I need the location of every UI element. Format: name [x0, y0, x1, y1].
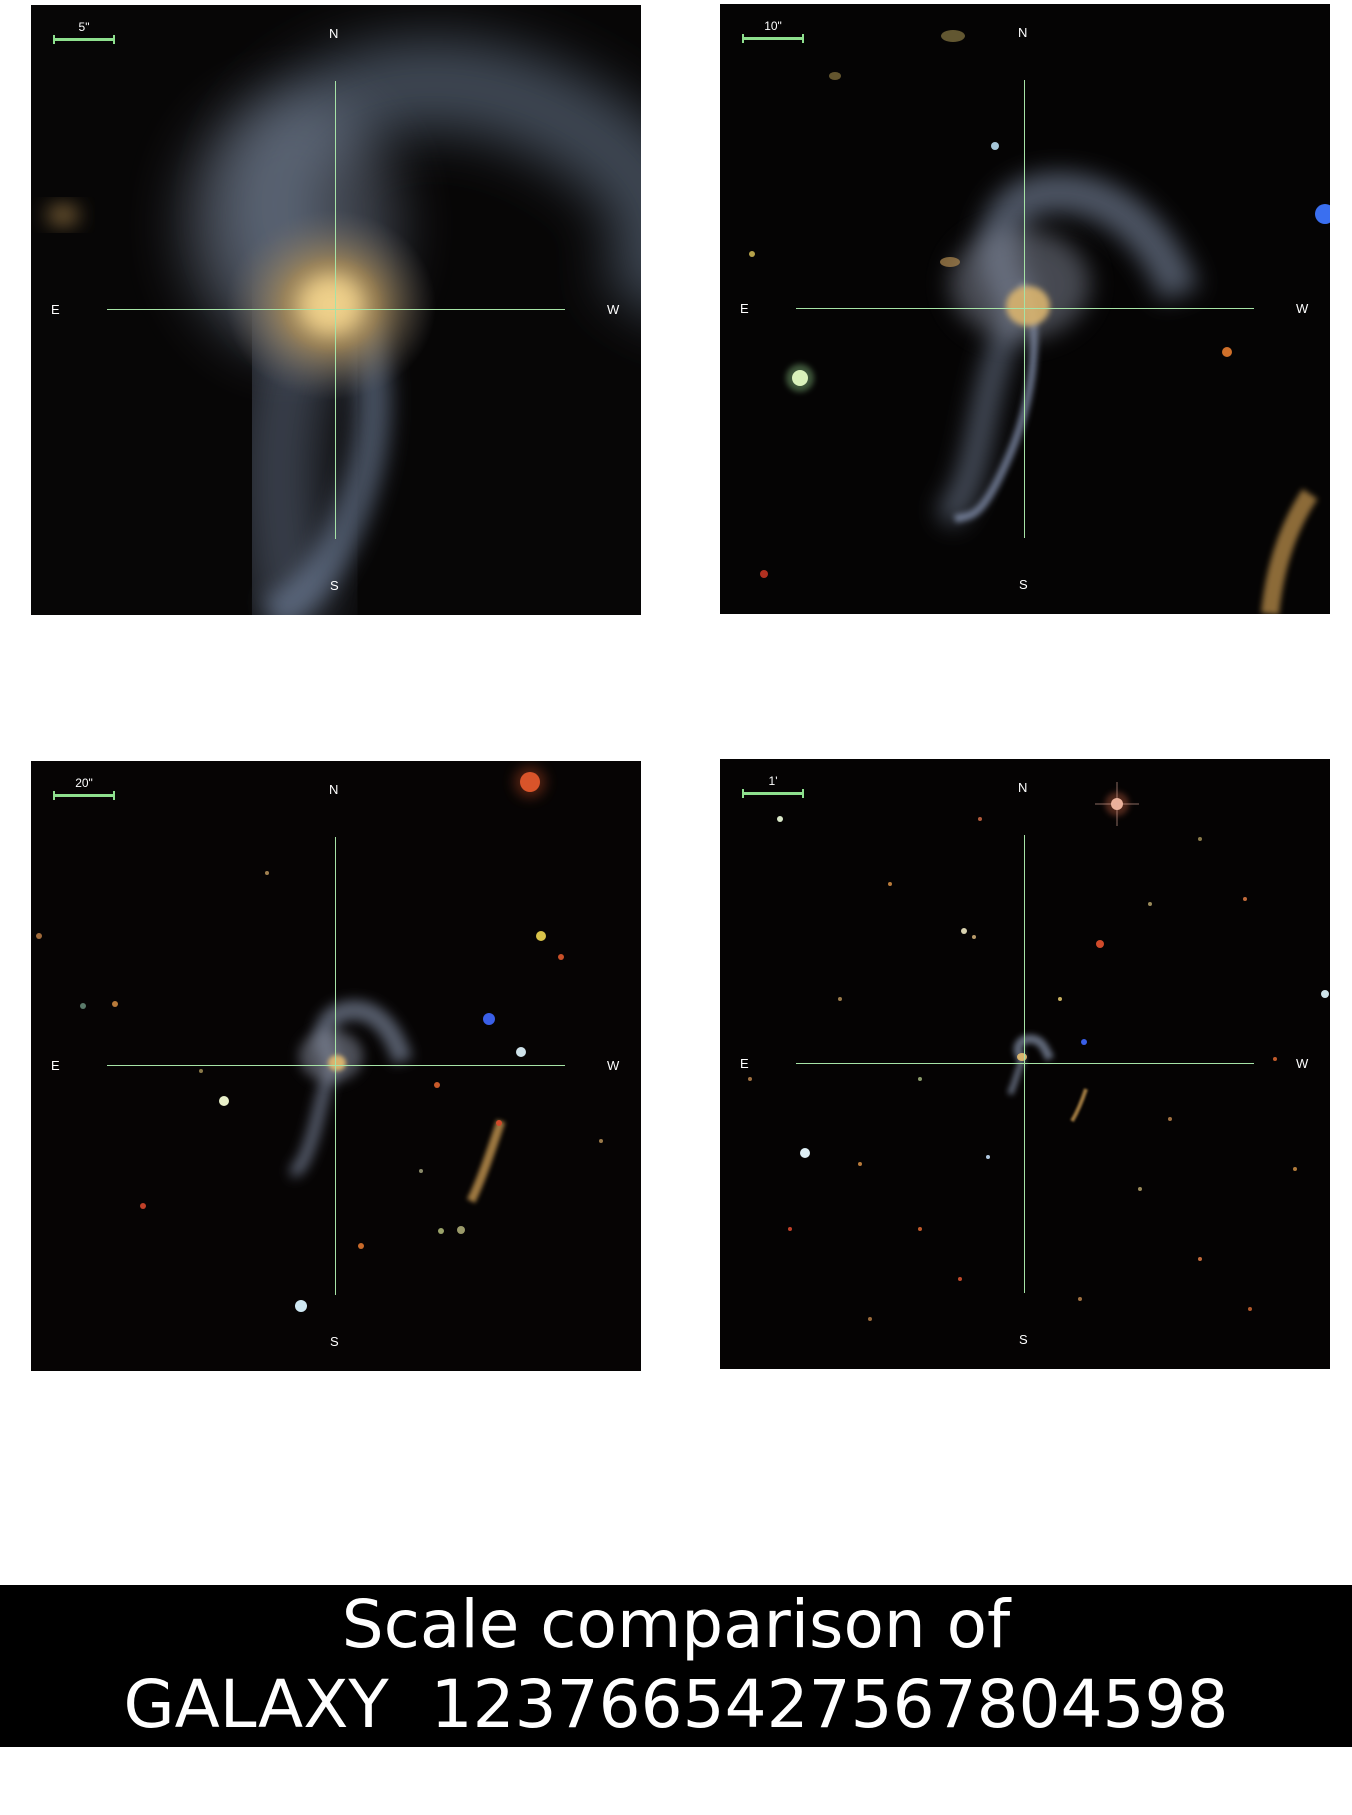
- scale-bar: 1': [742, 774, 804, 798]
- galaxy-image-panel-10arcsec: N S E W 10": [720, 4, 1330, 614]
- compass-east-label: E: [51, 302, 60, 317]
- scale-bar-line: [742, 34, 804, 43]
- crosshair-horizontal: [107, 309, 565, 310]
- scale-bar-label: 20": [75, 776, 93, 790]
- compass-north-label: N: [329, 782, 339, 797]
- galaxy-sky-image: [31, 5, 641, 615]
- scale-bar-line: [53, 35, 115, 44]
- compass-south-label: S: [1019, 577, 1028, 592]
- crosshair-vertical: [335, 81, 336, 539]
- compass-north-label: N: [1018, 25, 1028, 40]
- compass-west-label: W: [1296, 301, 1309, 316]
- compass-west-label: W: [607, 302, 620, 317]
- crosshair-vertical: [1024, 835, 1025, 1293]
- compass-north-label: N: [1018, 780, 1028, 795]
- compass-south-label: S: [330, 1334, 339, 1349]
- crosshair-horizontal: [796, 308, 1254, 309]
- scale-bar: 20": [53, 776, 115, 800]
- compass-north-label: N: [329, 26, 339, 41]
- compass-east-label: E: [51, 1058, 60, 1073]
- scale-bar-label: 5": [78, 20, 90, 34]
- galaxy-sky-image: [31, 761, 641, 1371]
- galaxy-image-panel-5arcsec: N S E W 5": [31, 5, 641, 615]
- compass-south-label: S: [1019, 1332, 1028, 1347]
- caption-banner: Scale comparison of GALAXY 1237665427567…: [0, 1585, 1352, 1747]
- crosshair-vertical: [335, 837, 336, 1295]
- compass-south-label: S: [330, 578, 339, 593]
- scale-bar: 5": [53, 20, 115, 44]
- compass-east-label: E: [740, 1056, 749, 1071]
- galaxy-image-panel-20arcsec: N S E W 20": [31, 761, 641, 1371]
- galaxy-sky-image: [720, 4, 1330, 614]
- galaxy-image-panel-1arcmin: N S E W 1': [720, 759, 1330, 1369]
- caption-line-2: GALAXY 1237665427567804598: [123, 1666, 1229, 1743]
- galaxy-sky-image: [720, 759, 1330, 1369]
- scale-bar-line: [742, 789, 804, 798]
- compass-west-label: W: [607, 1058, 620, 1073]
- bright-star: [1095, 782, 1139, 826]
- scale-bar: 10": [742, 19, 804, 43]
- compass-east-label: E: [740, 301, 749, 316]
- scale-bar-label: 1': [768, 774, 778, 788]
- crosshair-horizontal: [796, 1063, 1254, 1064]
- scale-bar-line: [53, 791, 115, 800]
- compass-west-label: W: [1296, 1056, 1309, 1071]
- scale-bar-label: 10": [764, 19, 782, 33]
- crosshair-vertical: [1024, 80, 1025, 538]
- crosshair-horizontal: [107, 1065, 565, 1066]
- caption-line-1: Scale comparison of: [341, 1586, 1011, 1663]
